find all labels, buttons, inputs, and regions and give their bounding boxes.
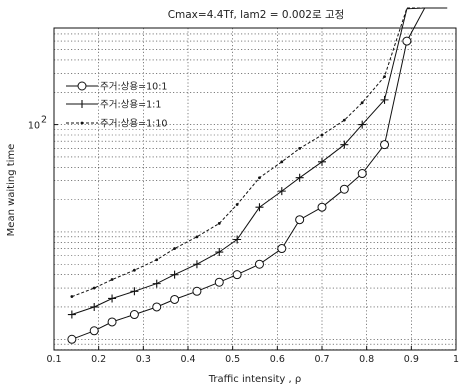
x-tick-label: 0.5 bbox=[225, 354, 240, 365]
data-point-circle bbox=[232, 270, 242, 280]
data-point-circle bbox=[339, 184, 349, 194]
data-point-plus bbox=[318, 157, 326, 166]
x-tick-label: 0.7 bbox=[314, 354, 329, 365]
x-tick-label: 0.3 bbox=[136, 354, 151, 365]
data-point-plus bbox=[108, 294, 117, 303]
data-point-dot bbox=[133, 268, 136, 272]
x-tick-label: 0.6 bbox=[270, 354, 285, 365]
data-point-dot bbox=[173, 247, 177, 250]
legend: 주거:상용=10:1 주거:상용=1:1 주거:상용=1:10 bbox=[66, 81, 167, 130]
data-point-dot bbox=[280, 160, 284, 164]
y-axis-ticks: 104102 bbox=[28, 115, 58, 132]
data-point-dot bbox=[235, 203, 239, 206]
data-point-plus bbox=[192, 260, 201, 269]
data-point-circle bbox=[254, 259, 264, 269]
data-point-plus bbox=[78, 100, 86, 108]
data-point-plus bbox=[90, 302, 99, 311]
data-point-dot bbox=[110, 278, 114, 281]
chart-title: Cmax=4.4Tf, lam2 = 0.002로 고정 bbox=[168, 9, 345, 21]
legend-label: 주거:상용=1:1 bbox=[100, 100, 161, 111]
data-point-plus bbox=[152, 279, 161, 288]
data-point-circle bbox=[380, 140, 390, 150]
x-tick-label: 0.2 bbox=[91, 354, 106, 365]
data-point-dot bbox=[195, 235, 199, 239]
data-point-plus bbox=[295, 173, 304, 182]
data-point-circle bbox=[77, 81, 87, 91]
data-point-circle bbox=[214, 277, 224, 287]
data-point-plus bbox=[380, 95, 389, 104]
data-point-plus bbox=[67, 310, 76, 319]
data-point-circle bbox=[295, 215, 305, 225]
x-tick-label: 0.4 bbox=[180, 354, 195, 365]
data-point-dot bbox=[80, 121, 84, 125]
data-point-circle bbox=[67, 334, 77, 344]
data-point-dot bbox=[217, 222, 221, 225]
data-point-plus bbox=[233, 235, 242, 244]
data-point-circle bbox=[192, 286, 202, 296]
y-axis-label: Mean waiting time bbox=[6, 144, 17, 237]
data-point-plus bbox=[215, 248, 224, 257]
series-plus bbox=[67, 7, 448, 319]
series-group bbox=[67, 7, 448, 344]
data-point-plus bbox=[130, 287, 139, 296]
data-point-dot bbox=[383, 75, 386, 79]
y-tick-label: 10 bbox=[28, 121, 40, 132]
data-point-plus bbox=[340, 140, 349, 149]
data-point-dot bbox=[92, 286, 96, 290]
data-point-circle bbox=[89, 326, 99, 336]
data-point-circle bbox=[277, 244, 287, 254]
data-point-circle bbox=[107, 317, 117, 327]
y-tick-exponent: 2 bbox=[41, 115, 47, 126]
data-point-dot bbox=[155, 258, 159, 262]
series-circle bbox=[67, 7, 448, 344]
legend-label: 주거:상용=1:10 bbox=[100, 119, 167, 130]
data-point-circle bbox=[152, 302, 162, 312]
data-point-plus bbox=[277, 187, 286, 196]
legend-label: 주거:상용=10:1 bbox=[100, 82, 167, 93]
data-point-dot bbox=[342, 118, 346, 122]
x-axis-ticks: 0.1 0.2 0.3 0.4 0.5 0.6 0.7 0.8 0.9 1 bbox=[46, 346, 459, 365]
x-tick-label: 0.8 bbox=[359, 354, 374, 365]
data-point-dot bbox=[298, 147, 302, 150]
data-point-dot bbox=[320, 133, 324, 137]
data-point-circle bbox=[129, 310, 139, 320]
x-tick-label: 0.1 bbox=[46, 354, 61, 365]
data-point-dot bbox=[360, 101, 364, 105]
data-point-plus bbox=[255, 203, 264, 212]
data-point-circle bbox=[357, 169, 367, 179]
data-point-circle bbox=[317, 202, 327, 212]
data-point-plus bbox=[170, 270, 179, 279]
x-axis-label: Traffic intensity , ρ bbox=[208, 374, 301, 385]
data-point-dot bbox=[70, 295, 74, 298]
grid-lines bbox=[54, 28, 456, 350]
data-point-circle bbox=[402, 36, 412, 46]
data-point-dot bbox=[258, 176, 261, 180]
data-point-circle bbox=[170, 294, 180, 304]
plot-frame bbox=[53, 27, 457, 351]
series-line bbox=[71, 7, 448, 298]
x-tick-label: 0.9 bbox=[404, 354, 419, 365]
x-tick-label: 1 bbox=[453, 354, 459, 365]
data-point-plus bbox=[358, 120, 367, 129]
series-dot bbox=[70, 7, 448, 298]
